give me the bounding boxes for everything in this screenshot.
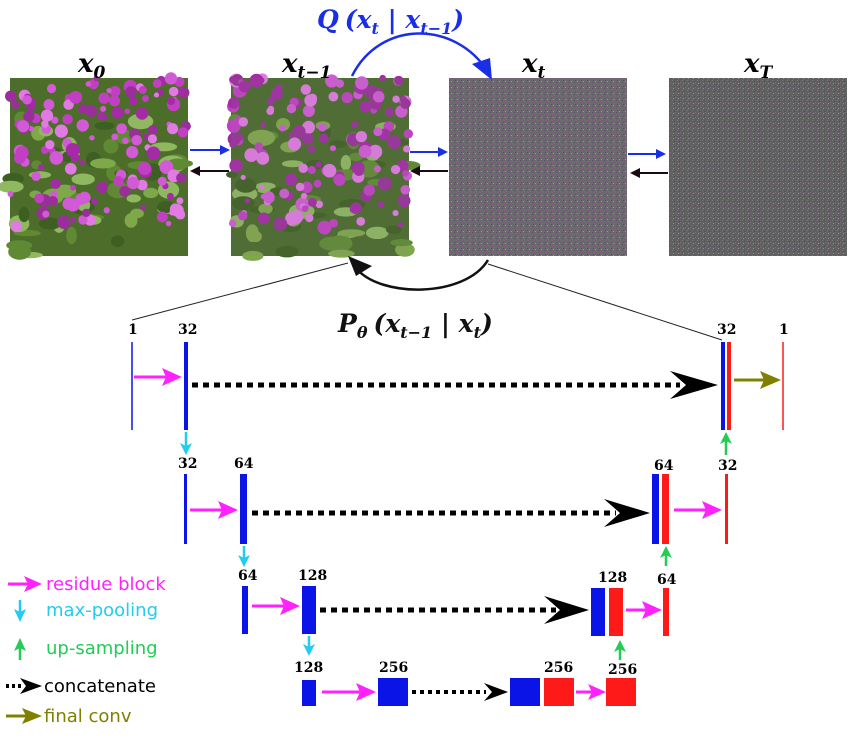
- residue-arrow-l1: [134, 368, 182, 386]
- label-x0: x0: [77, 49, 106, 83]
- unet: 1 32 32 1 32 64: [128, 322, 789, 706]
- legend-item-residue: residue block: [8, 574, 166, 595]
- num-l3-c: 128: [598, 570, 627, 586]
- up-arrow-l2: [660, 546, 672, 566]
- enc2a-bar: [184, 474, 187, 544]
- legend-item-upsampling: up-sampling: [14, 638, 158, 660]
- residue-arrow-l2b: [674, 501, 722, 519]
- enc4a-block: [302, 680, 316, 706]
- num-l3-b: 128: [298, 568, 327, 584]
- pool-arrow-l3: [303, 636, 315, 656]
- residue-arrow-l4a: [322, 683, 376, 701]
- concat-arrow-l4: [412, 683, 508, 701]
- dec4a-block: [544, 678, 574, 706]
- dec3b-bar: [663, 588, 669, 636]
- legend-label-residue: residue block: [46, 574, 166, 595]
- num-l1-a: 32: [178, 322, 197, 338]
- num-l1-in: 1: [128, 322, 138, 338]
- forward-curve-arrowhead: [472, 58, 492, 80]
- image-xT-pure-noise: [669, 78, 847, 256]
- enc1-bar: [184, 342, 188, 430]
- reverse-curve-arrowhead: [348, 256, 372, 276]
- final-conv-arrow: [734, 371, 781, 389]
- reverse-process-label: Pθ (xt−1 | xt): [337, 309, 493, 342]
- enc3a-bar: [242, 586, 248, 634]
- legend-item-pooling: max-pooling: [14, 600, 158, 622]
- num-l2-a: 32: [178, 456, 197, 472]
- legend-label-upsampling: up-sampling: [46, 638, 158, 659]
- num-l4-b: 256: [379, 660, 408, 676]
- concat-arrow-l3: [320, 596, 589, 624]
- legend-label-final-conv: final conv: [44, 706, 132, 727]
- image-x0: [0, 72, 194, 260]
- legend-label-pooling: max-pooling: [46, 600, 158, 621]
- skip3-bar: [591, 588, 605, 636]
- num-l2-b: 64: [234, 456, 254, 472]
- legend-item-final-conv: final conv: [6, 706, 132, 727]
- dec1-bar: [727, 342, 731, 430]
- residue-arrow-l4b: [576, 684, 606, 700]
- enc4b-block: [378, 678, 408, 706]
- dec2a-bar: [662, 474, 669, 544]
- skip2-bar: [652, 474, 659, 544]
- enc2b-bar: [240, 474, 247, 544]
- skip1-bar: [721, 342, 725, 430]
- transition-arrows-t1-t: [410, 147, 448, 176]
- num-l1-b: 32: [717, 322, 736, 338]
- forward-process-label: Q (xt | xt−1): [317, 5, 464, 38]
- legend: residue block max-pooling up-sampling co…: [6, 574, 166, 727]
- image-xt-minus-1: [226, 73, 421, 261]
- num-l2-d: 32: [718, 458, 737, 474]
- pool-arrow-l2: [238, 546, 250, 567]
- residue-arrow-l2a: [190, 501, 238, 519]
- dec3a-bar: [609, 588, 623, 636]
- num-l3-d: 64: [657, 572, 677, 588]
- legend-label-concatenate: concatenate: [44, 676, 156, 697]
- transition-arrows-0-1: [190, 145, 230, 176]
- label-xT: xT: [743, 49, 774, 83]
- num-l4-c: 256: [544, 660, 573, 676]
- zoom-line-left: [131, 262, 349, 321]
- enc3b-bar: [302, 586, 316, 634]
- concat-arrow-l1: [192, 371, 718, 399]
- dec2b-bar: [725, 474, 728, 544]
- num-l1-out: 1: [779, 322, 789, 338]
- pool-arrow-l1: [180, 432, 192, 455]
- num-l3-a: 64: [238, 568, 258, 584]
- image-xt-noisy: [449, 78, 627, 256]
- up-arrow-l1: [720, 432, 732, 455]
- skip4-block: [510, 678, 540, 706]
- num-l2-c: 64: [654, 458, 674, 474]
- zoom-line-right: [487, 263, 723, 341]
- dec4b-block: [606, 678, 636, 706]
- num-l4-a: 128: [294, 660, 323, 676]
- residue-arrow-l3a: [252, 597, 300, 615]
- reverse-curve-arrow: [355, 259, 490, 291]
- residue-arrow-l3b: [626, 601, 662, 619]
- legend-item-concatenate: concatenate: [6, 676, 156, 697]
- num-l4-d: 256: [608, 662, 637, 678]
- forward-curve-arrow: [350, 32, 490, 77]
- up-arrow-l3: [614, 640, 626, 660]
- label-xt-minus-1: xt−1: [281, 49, 331, 83]
- label-xt: xt: [521, 49, 546, 83]
- concat-arrow-l2: [252, 499, 650, 527]
- transition-arrows-t-T: [628, 149, 668, 178]
